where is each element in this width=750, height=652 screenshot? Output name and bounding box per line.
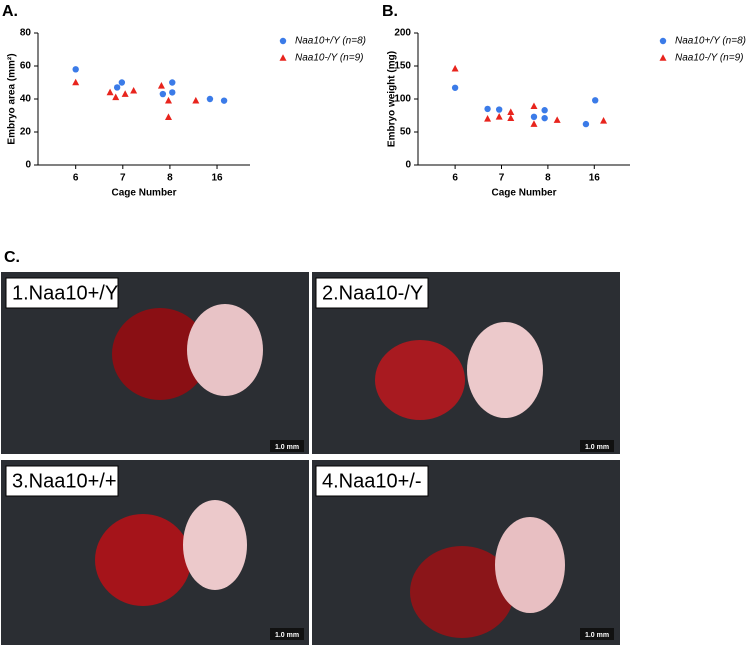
scale-bar: 1.0 mm: [585, 632, 609, 639]
legend-marker: [659, 54, 667, 61]
point: [495, 106, 503, 113]
x-tick-label: 8: [545, 173, 551, 184]
y-axis-label: Embryo weight (mg): [387, 51, 398, 147]
y-tick-label: 40: [20, 94, 32, 105]
legend-label: Naa10+/Y (n=8): [675, 36, 746, 47]
point: [451, 84, 459, 91]
photo-label: 3.Naa10+/+: [12, 470, 117, 492]
x-tick-label: 6: [73, 173, 79, 184]
point: [112, 93, 120, 101]
point: [507, 114, 515, 121]
photo-label: 2.Naa10-/Y: [322, 282, 423, 304]
point: [159, 90, 167, 98]
scale-bar: 1.0 mm: [275, 444, 299, 451]
photo: 2.Naa10-/Y 1.0 mm: [312, 272, 620, 454]
point: [192, 96, 200, 104]
point: [72, 66, 79, 73]
point: [484, 115, 492, 122]
point: [164, 113, 172, 120]
point: [220, 97, 228, 104]
photo: 1.Naa10+/Y 1.0 mm: [1, 272, 309, 454]
point: [553, 116, 561, 123]
x-tick-label: 16: [211, 173, 223, 184]
point: [451, 64, 459, 72]
panel-label: A.: [2, 3, 18, 20]
point: [484, 105, 491, 113]
legend-marker: [279, 37, 287, 45]
photo: 3.Naa10+/+ 1.0 mm: [1, 460, 309, 645]
photo: 4.Naa10+/- 1.0 mm: [312, 460, 620, 645]
photo-panels: 1.Naa10+/Y 1.0 mm 2.Naa10-/Y 1.0 mm 3.Na…: [1, 272, 620, 645]
y-tick-label: 50: [400, 127, 412, 138]
y-tick-label: 100: [394, 94, 411, 105]
x-tick-label: 16: [589, 173, 601, 184]
point: [164, 96, 172, 104]
legend-label: Naa10+/Y (n=8): [295, 36, 366, 47]
y-tick-label: 0: [25, 160, 31, 171]
legend-marker: [659, 37, 667, 45]
point: [582, 120, 590, 128]
x-axis-label: Cage Number: [111, 188, 176, 199]
x-tick-label: 8: [167, 173, 173, 184]
legend-marker: [279, 54, 287, 61]
x-tick-label: 6: [452, 173, 458, 184]
scale-bar: 1.0 mm: [275, 632, 299, 639]
point: [592, 97, 599, 104]
point: [530, 102, 538, 110]
point: [106, 88, 114, 96]
point: [72, 78, 80, 86]
point: [169, 79, 176, 86]
point: [541, 107, 548, 114]
point: [169, 89, 176, 96]
y-axis-label: Embryo area (mm²): [7, 53, 18, 144]
point: [530, 120, 538, 127]
y-tick-label: 150: [394, 61, 411, 72]
y-tick-label: 0: [405, 160, 411, 171]
photo-label: 4.Naa10+/-: [322, 470, 422, 492]
y-tick-label: 20: [20, 127, 32, 138]
point: [507, 108, 515, 115]
y-tick-label: 200: [394, 28, 411, 39]
y-tick-label: 80: [20, 28, 32, 39]
x-axis-label: Cage Number: [491, 188, 556, 199]
point: [113, 84, 121, 91]
point: [541, 114, 548, 122]
x-tick-label: 7: [499, 173, 505, 184]
point: [121, 90, 129, 97]
panel-label: B.: [382, 3, 398, 20]
panel-label: C.: [4, 249, 20, 266]
point: [157, 82, 165, 89]
photo-label: 1.Naa10+/Y: [12, 282, 118, 304]
legend-label: Naa10-/Y (n=9): [675, 53, 743, 64]
y-tick-label: 60: [20, 61, 32, 72]
point: [600, 116, 608, 124]
scale-bar: 1.0 mm: [585, 444, 609, 451]
point: [530, 113, 538, 121]
legend-label: Naa10-/Y (n=9): [295, 53, 363, 64]
point: [130, 86, 138, 94]
x-tick-label: 7: [120, 173, 126, 184]
point: [495, 113, 503, 120]
point: [118, 79, 126, 86]
point: [206, 95, 214, 103]
